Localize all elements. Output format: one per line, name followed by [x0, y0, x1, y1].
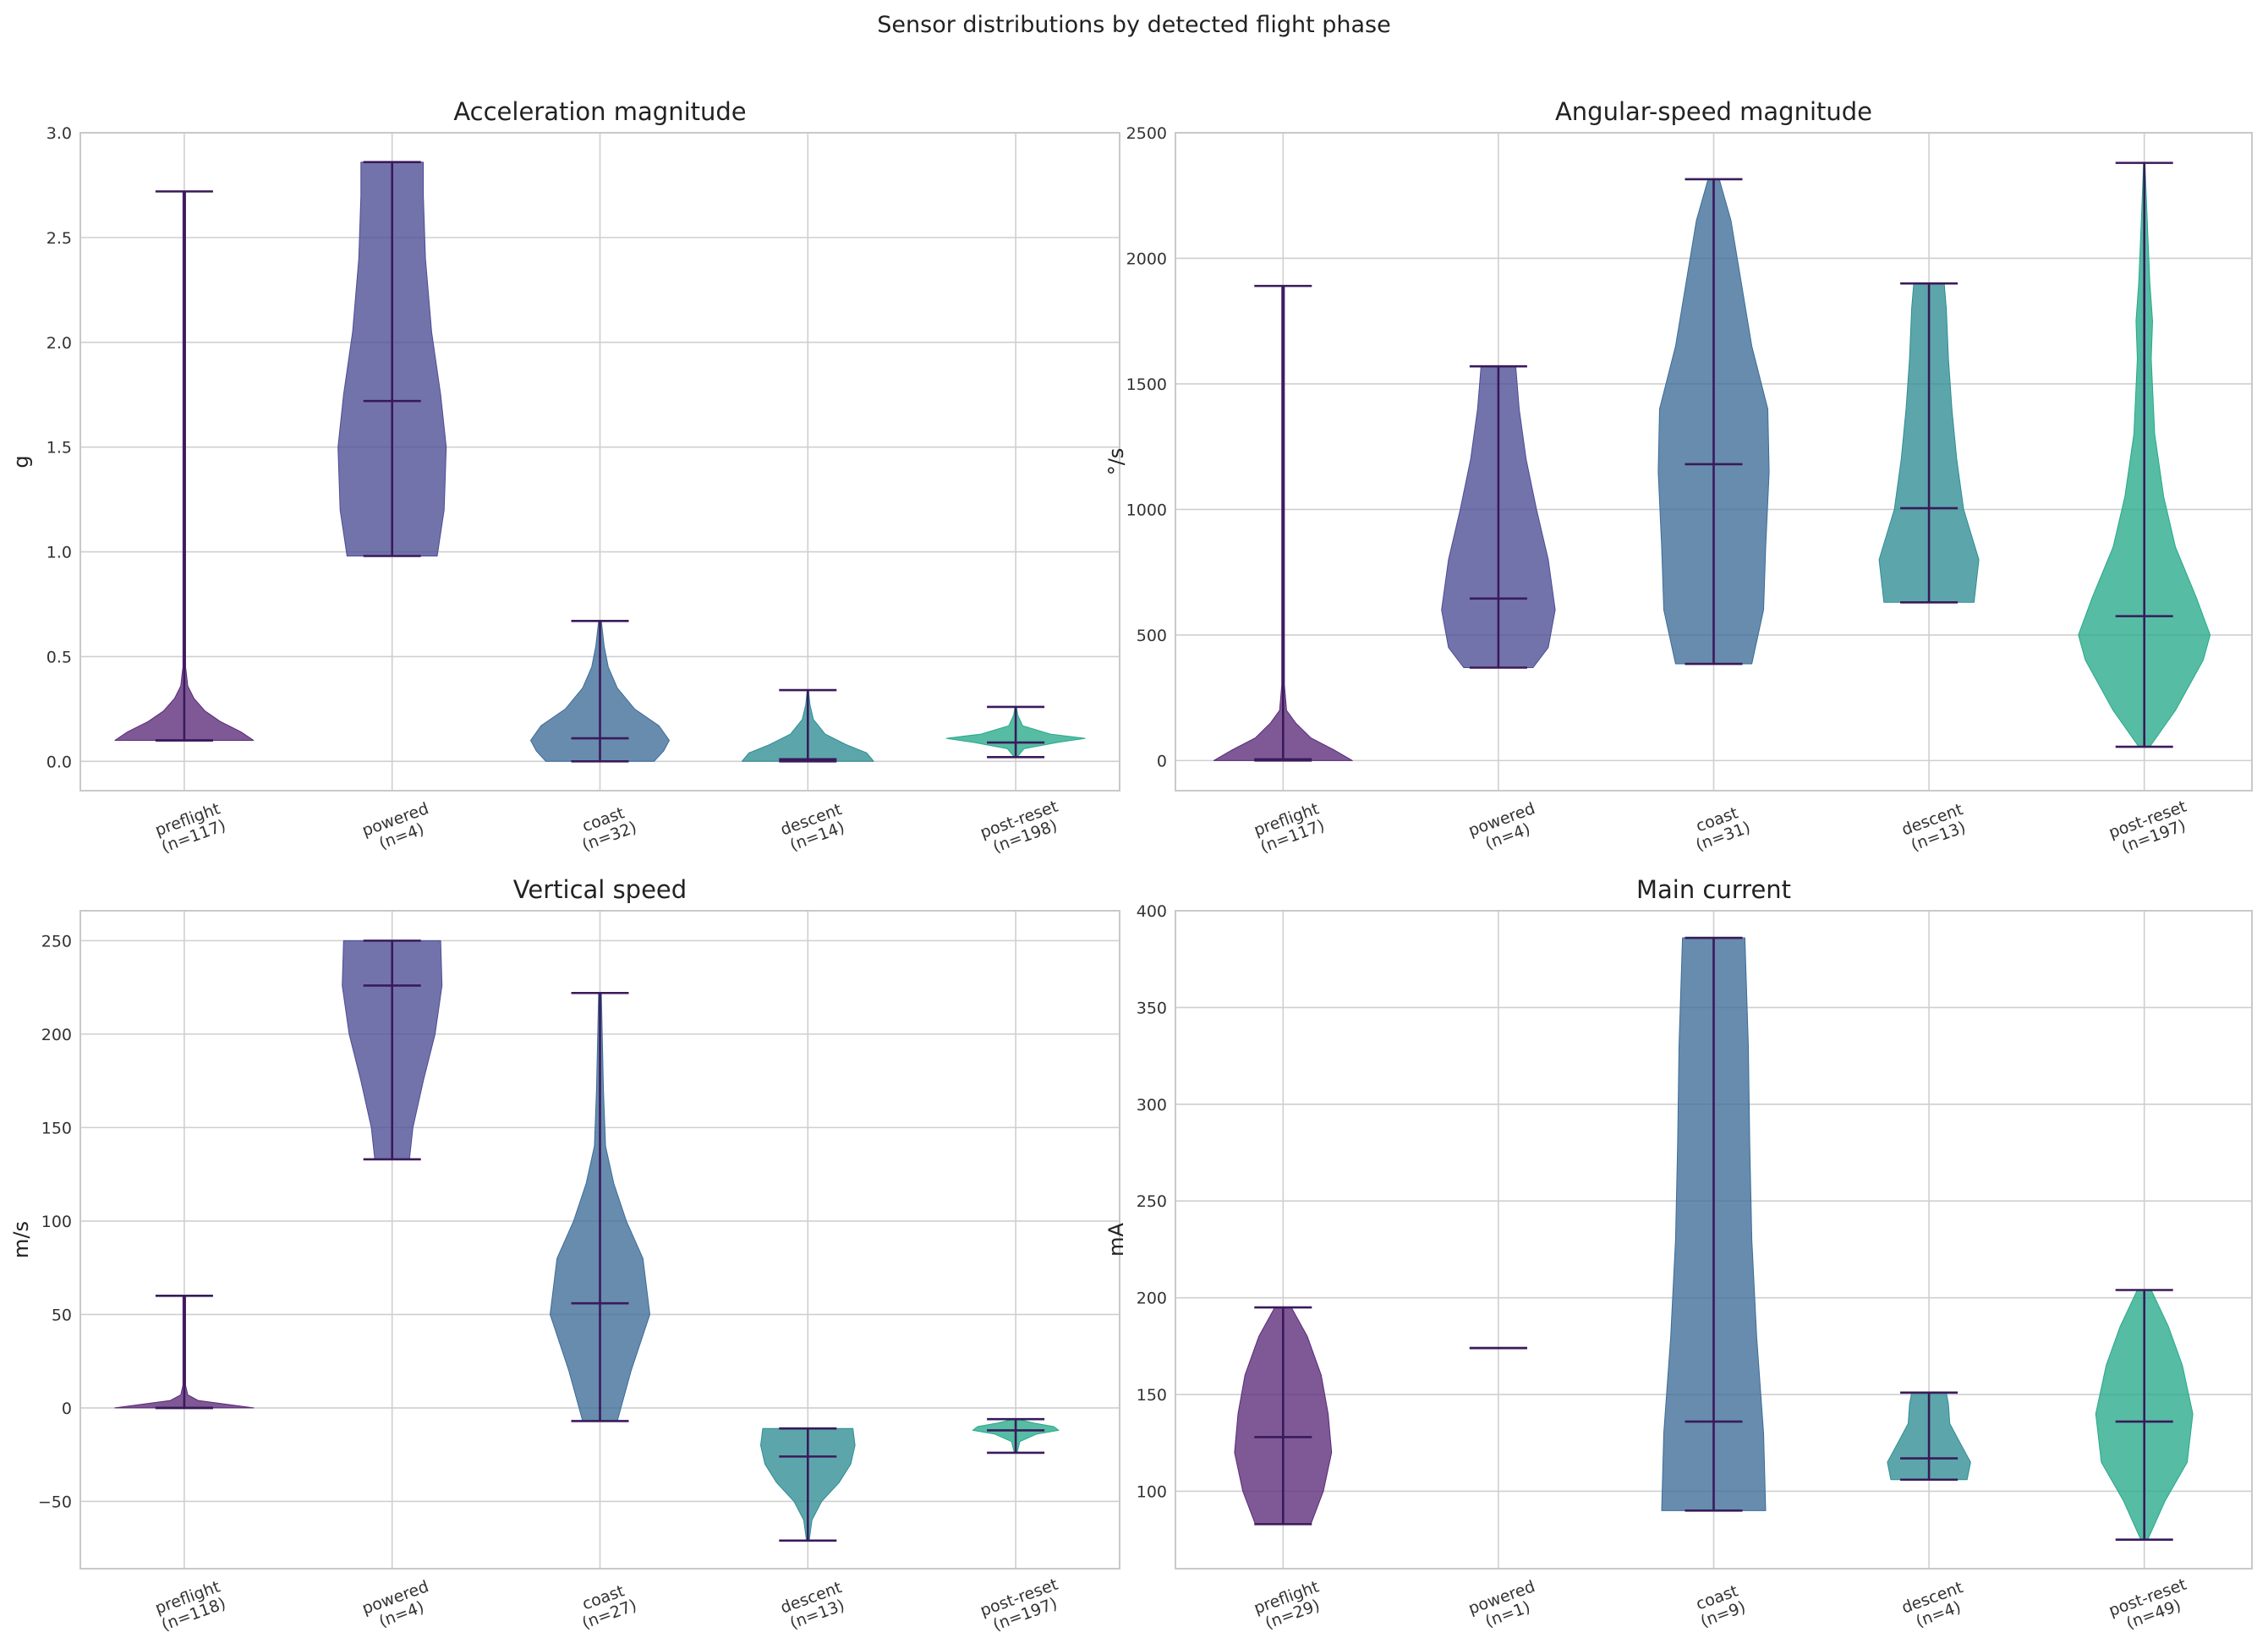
x-tick-label: post-reset(n=197)	[2106, 797, 2195, 859]
panel-title: Angular-speed magnitude	[1555, 97, 1872, 126]
y-tick-label: 2.5	[47, 229, 72, 248]
x-tick-label: powered(n=4)	[359, 799, 437, 857]
panel-3: −50 0 50 100 150 200 250 Vertical speed m/s prefl…	[9, 875, 1120, 1637]
axes-frame	[1175, 132, 2253, 792]
x-tick-label: post-reset(n=197)	[978, 1575, 1066, 1637]
figure-title: Sensor distributions by detected flight …	[877, 12, 1390, 38]
panel-1: 0.0 0.5 1.0 1.5 2.0 2.5 3.0 Acceleration magnit…	[9, 97, 1120, 859]
y-tick-label: 2500	[1126, 124, 1167, 143]
x-tick-label: coast(n=32)	[573, 802, 639, 855]
y-tick-label: 150	[1137, 1386, 1167, 1405]
y-tick-label: 150	[41, 1119, 72, 1137]
y-tick-label: 0	[1157, 752, 1167, 770]
y-axis-label: mA	[1104, 1223, 1128, 1257]
y-tick-label: 1.0	[47, 544, 72, 562]
x-tick-label: preflight(n=117)	[1252, 799, 1328, 857]
y-tick-label: 250	[1137, 1192, 1167, 1211]
y-tick-label: 500	[1137, 627, 1167, 645]
x-tick-label: post-reset(n=49)	[2106, 1575, 2195, 1637]
y-axis-label: g	[9, 455, 33, 468]
y-tick-label: 100	[1137, 1482, 1167, 1501]
y-tick-label: 0.0	[47, 753, 72, 771]
y-axis-label: m/s	[9, 1221, 33, 1258]
y-tick-label: 300	[1137, 1096, 1167, 1115]
axes-frame	[79, 910, 1120, 1570]
y-axis-label: °/s	[1104, 448, 1128, 476]
panel-4: 100 150 200 250 300 350 400 Main current mA prefl…	[1104, 875, 2253, 1637]
y-tick-label: −50	[38, 1493, 72, 1511]
x-tick-label: descent(n=4)	[1899, 1578, 1971, 1634]
x-tick-label: coast(n=27)	[573, 1580, 639, 1633]
y-tick-label: 200	[41, 1026, 72, 1044]
x-tick-label: preflight(n=118)	[153, 1577, 229, 1635]
y-tick-label: 400	[1137, 902, 1167, 921]
y-tick-label: 50	[52, 1306, 72, 1324]
y-tick-label: 1500	[1126, 375, 1167, 394]
x-tick-label: powered(n=1)	[1466, 1577, 1544, 1635]
x-tick-label: preflight(n=117)	[153, 799, 229, 857]
y-tick-label: 100	[41, 1213, 72, 1231]
panel-2: 0 500 1000 1500 2000 2500 Angular-speed magnit…	[1104, 97, 2253, 859]
y-tick-label: 250	[41, 932, 72, 951]
panel-title: Vertical speed	[513, 875, 687, 904]
panel-title: Acceleration magnitude	[453, 97, 746, 126]
y-tick-label: 3.0	[47, 124, 72, 143]
x-tick-label: preflight(n=29)	[1252, 1577, 1328, 1635]
x-tick-label: powered(n=4)	[1466, 799, 1544, 857]
y-tick-label: 1.5	[47, 439, 72, 457]
x-tick-label: descent(n=13)	[1899, 800, 1971, 856]
x-tick-label: post-reset(n=198)	[978, 797, 1066, 859]
y-tick-label: 0.5	[47, 648, 72, 666]
axes-frame	[1175, 910, 2253, 1570]
x-tick-label: coast(n=31)	[1687, 802, 1753, 855]
y-tick-label: 1000	[1126, 501, 1167, 519]
y-tick-label: 0	[62, 1400, 72, 1418]
y-tick-label: 350	[1137, 999, 1167, 1017]
x-tick-label: coast(n=9)	[1692, 1581, 1748, 1631]
x-tick-label: powered(n=4)	[359, 1577, 437, 1635]
x-tick-label: descent(n=14)	[778, 800, 850, 856]
y-tick-label: 200	[1137, 1290, 1167, 1308]
x-tick-label: descent(n=13)	[778, 1578, 850, 1634]
panel-title: Main current	[1636, 875, 1791, 904]
y-tick-label: 2000	[1126, 249, 1167, 268]
y-tick-label: 2.0	[47, 334, 72, 353]
panels: 0.0 0.5 1.0 1.5 2.0 2.5 3.0 Acceleration magnit…	[9, 97, 2253, 1637]
axes-frame	[79, 132, 1120, 792]
